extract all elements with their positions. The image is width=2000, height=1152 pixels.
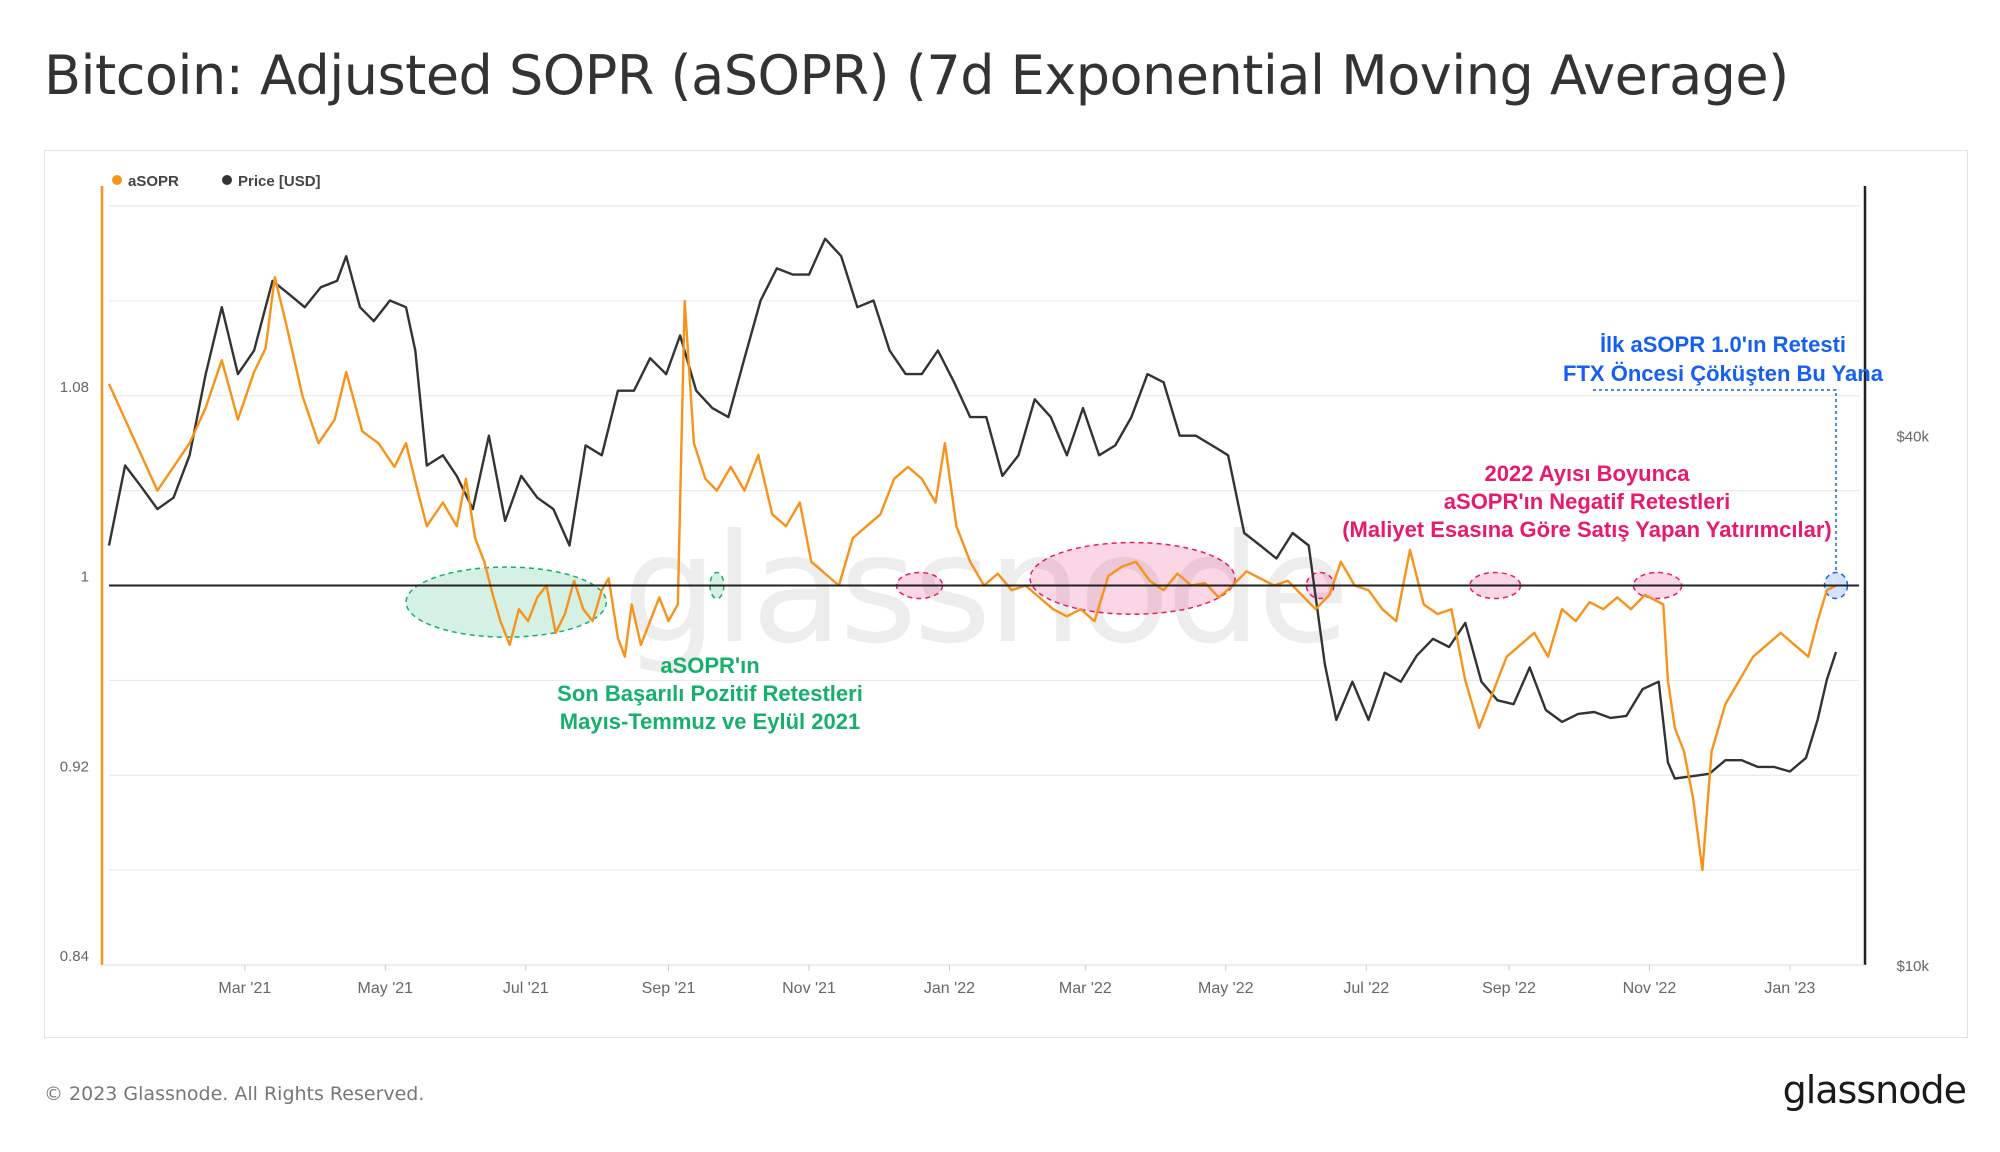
x-tick-label: May '22 [1198,980,1254,997]
retest-highlight [405,566,608,638]
annotation-line: 2022 Ayısı Boyunca [1484,461,1690,486]
chart-panel: glassnode 0.84 0.92 1 1.08 $10k $40k Mar '21 Ma… [44,150,1968,1038]
x-tick-label: Jan '23 [1764,980,1815,997]
y-right-tick-label: $40k [1896,429,1929,446]
y-left-tick-label: 1.08 [60,379,89,396]
chart-svg: glassnode 0.84 0.92 1 1.08 $10k $40k Mar '21 Ma… [60,173,1930,997]
legend-dot [112,175,122,185]
asopr-line [107,276,1837,872]
x-tick-label: Sep '21 [642,980,696,997]
retest-highlight [1029,541,1236,615]
x-tick-label: Jul '22 [1343,980,1389,997]
y-left-tick-label: 1 [81,569,89,586]
x-tick-label: May '21 [358,980,414,997]
glassnode-logo: glassnode [1782,1068,1967,1112]
chart-title: Bitcoin: Adjusted SOPR (aSOPR) (7d Expon… [44,44,1789,107]
x-tick-label: Mar '21 [218,980,271,997]
legend-dot [222,175,232,185]
y-left-tick-label: 0.92 [60,758,89,775]
legend-label: aSOPR [128,173,179,190]
watermark-text: glassnode [622,503,1345,677]
annotation-line: FTX Öncesi Çöküşten Bu Yana [1563,361,1884,386]
y-left-tick-label: 0.84 [60,948,89,965]
x-tick-label: Jan '22 [924,980,975,997]
x-tick-label: Nov '22 [1623,980,1677,997]
annotation-line: İlk aSOPR 1.0'ın Retesti [1600,332,1846,357]
price-line [107,237,1838,780]
ftx-leader-line [1593,389,1837,572]
y-right-tick-label: $10k [1896,958,1929,975]
copyright-footer: © 2023 Glassnode. All Rights Reserved. [44,1083,425,1105]
x-tick-label: Jul '21 [503,980,549,997]
x-tick-label: Nov '21 [782,980,836,997]
annotation-line: Mayıs-Temmuz ve Eylül 2021 [560,709,860,734]
x-tick-label: Sep '22 [1482,980,1536,997]
annotation-line: Son Başarılı Pozitif Retestleri [557,681,863,706]
x-tick-label: Mar '22 [1059,980,1112,997]
annotation-line: (Maliyet Esasına Göre Satış Yapan Yatırı… [1342,517,1832,542]
legend-label: Price [USD] [238,173,321,190]
annotation-line: aSOPR'ın Negatif Retestleri [1444,489,1730,514]
annotation-line: aSOPR'ın [660,653,759,678]
